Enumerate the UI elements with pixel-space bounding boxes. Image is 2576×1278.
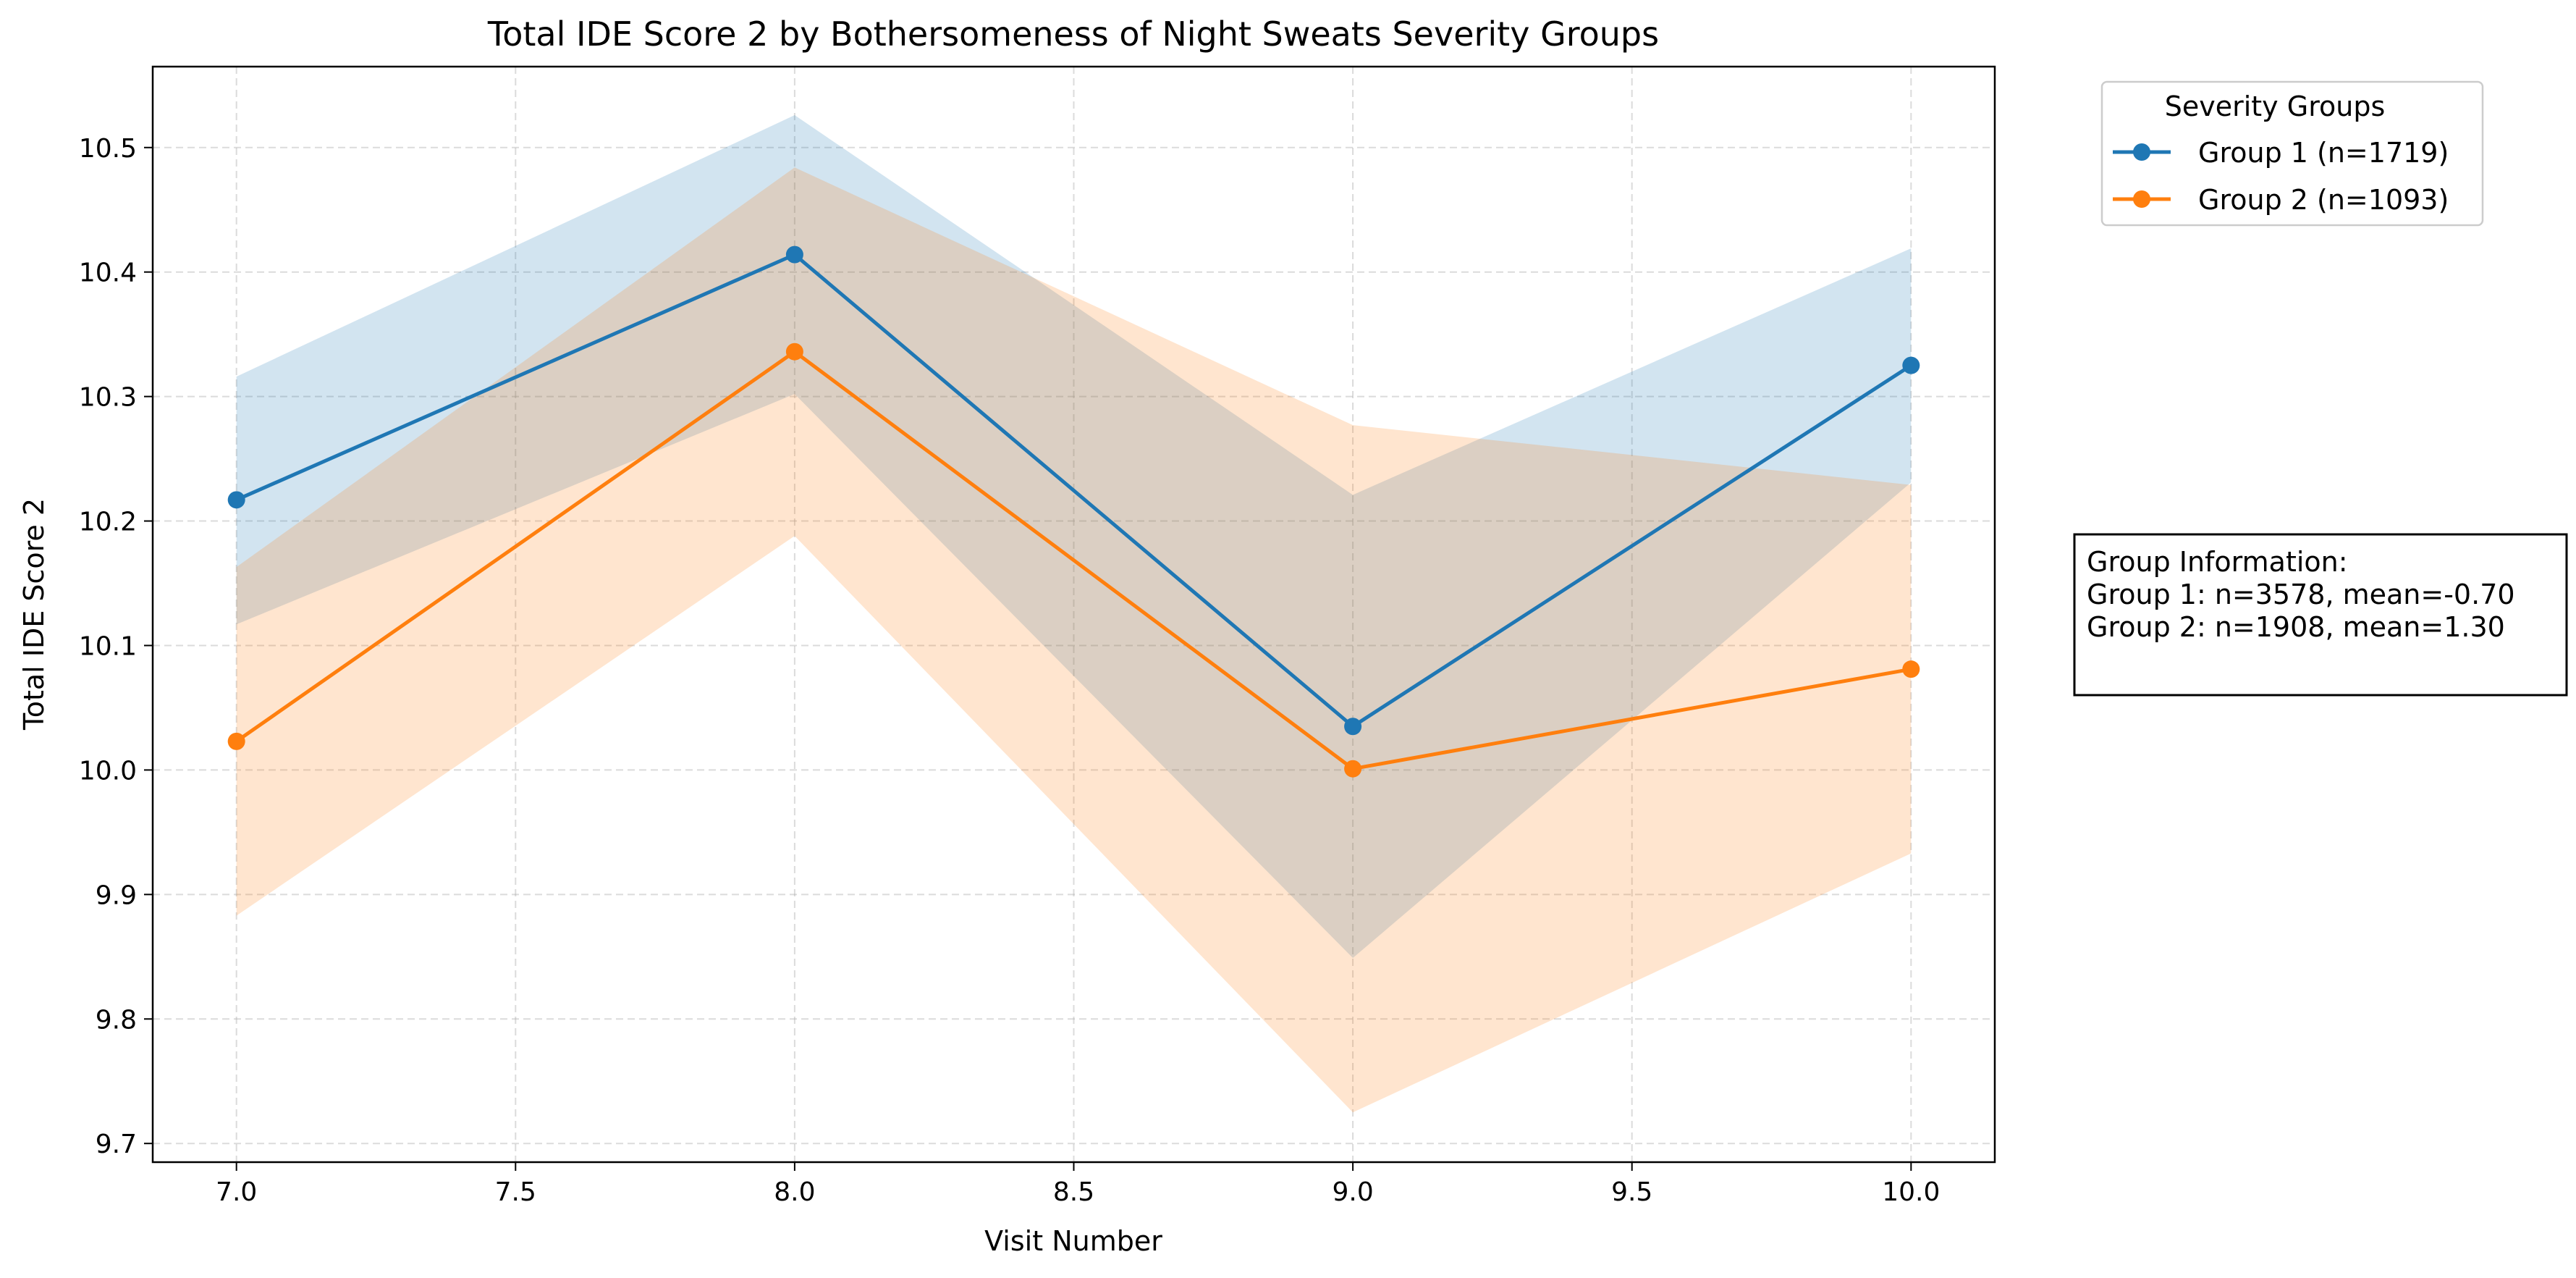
x-axis-label: Visit Number xyxy=(984,1225,1162,1257)
data-point-group-1 xyxy=(785,245,803,264)
legend-marker-group-1 xyxy=(2133,143,2150,161)
legend: Severity Groups Group 1 (n=1719) Group 2 … xyxy=(2100,80,2484,227)
y-axis-label: Total IDE Score 2 xyxy=(18,498,50,731)
legend-label-group-1: Group 1 (n=1719) xyxy=(2198,137,2449,169)
legend-marker-group-2 xyxy=(2133,190,2150,208)
y-tick-label: 9.9 xyxy=(96,880,137,910)
group-info-line-2: Group 2: n=1908, mean=1.30 xyxy=(2087,611,2505,643)
y-tick-label: 10.4 xyxy=(79,258,137,288)
data-point-group-1 xyxy=(227,491,245,509)
chart-title: Total IDE Score 2 by Bothersomeness of N… xyxy=(487,14,1659,54)
series-points xyxy=(227,245,1920,778)
group-info-line-1: Group 1: n=3578, mean=-0.70 xyxy=(2087,579,2515,610)
group-info-frame xyxy=(2073,533,2568,697)
y-tick-label: 10.2 xyxy=(79,508,137,537)
series-line-group-2 xyxy=(235,350,1912,771)
x-tick-label: 8.5 xyxy=(1053,1177,1094,1207)
y-tick-label: 10.0 xyxy=(79,756,137,786)
y-tick-label: 10.1 xyxy=(79,631,137,661)
data-point-group-2 xyxy=(1344,760,1362,778)
y-axis-ticks: 9.7 9.8 9.9 10.0 10.1 10.2 10.3 10.4 10.5 xyxy=(79,134,153,1159)
y-tick-label: 9.8 xyxy=(96,1005,137,1035)
y-tick-label: 10.3 xyxy=(79,383,137,413)
legend-title: Severity Groups xyxy=(2165,91,2386,122)
series-lines xyxy=(235,253,1912,771)
legend-items: Group 1 (n=1719) Group 2 (n=1093) xyxy=(2113,137,2449,216)
group-info-box: Group Information: Group 1: n=3578, mean… xyxy=(2073,533,2568,697)
x-tick-label: 10.0 xyxy=(1882,1177,1940,1207)
x-tick-label: 7.0 xyxy=(216,1177,257,1207)
x-axis-ticks: 7.0 7.5 8.0 8.5 9.0 9.5 10.0 xyxy=(216,1162,1940,1207)
y-tick-label: 10.5 xyxy=(79,134,137,164)
y-tick-label: 9.7 xyxy=(96,1130,137,1159)
data-point-group-2 xyxy=(1902,660,1920,678)
legend-label-group-2: Group 2 (n=1093) xyxy=(2198,184,2449,216)
group-info-heading: Group Information: xyxy=(2087,546,2348,578)
x-tick-label: 9.5 xyxy=(1611,1177,1652,1207)
confidence-band-group-2 xyxy=(236,167,1912,1113)
legend-box xyxy=(2100,80,2484,227)
confidence-band-group-1 xyxy=(236,115,1912,959)
x-tick-label: 8.0 xyxy=(774,1177,815,1207)
series-line-group-1 xyxy=(235,253,1912,728)
x-tick-label: 7.5 xyxy=(495,1177,536,1207)
confidence-bands xyxy=(236,115,1912,1113)
data-point-group-1 xyxy=(1902,356,1920,374)
grid xyxy=(153,67,1995,1162)
x-tick-label: 9.0 xyxy=(1332,1177,1373,1207)
data-point-group-1 xyxy=(1344,718,1362,736)
data-point-group-2 xyxy=(785,342,803,361)
data-point-group-2 xyxy=(227,732,245,750)
